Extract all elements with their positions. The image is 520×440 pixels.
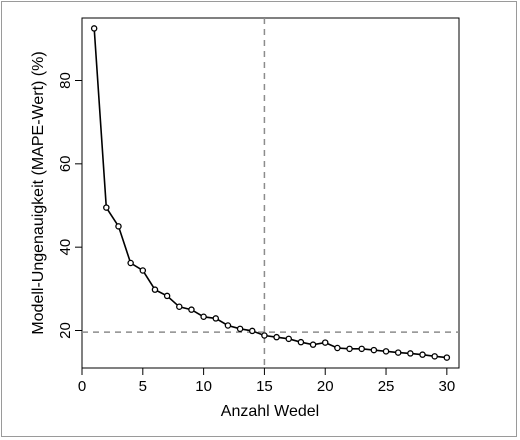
y-axis: 20 40 60 80 (57, 72, 82, 339)
x-tick-label: 5 (139, 378, 147, 395)
data-point (394, 349, 402, 356)
data-point (224, 322, 232, 329)
data-point (334, 344, 341, 352)
x-axis-title: Anzahl Wedel (221, 403, 319, 420)
data-point (163, 292, 171, 300)
data-point (382, 348, 390, 355)
data-point (249, 327, 256, 335)
data-point (261, 332, 268, 339)
data-point (103, 204, 110, 211)
data-point (212, 315, 220, 322)
x-tick-label: 15 (256, 378, 273, 395)
data-point (151, 286, 159, 293)
data-point (273, 333, 280, 341)
data-point (297, 338, 305, 346)
x-tick-label: 25 (378, 378, 395, 395)
data-point (236, 325, 244, 333)
x-axis: 0 5 10 15 20 25 30 (78, 368, 455, 395)
data-point (443, 354, 451, 361)
y-tick-label: 80 (57, 72, 74, 89)
y-tick-label: 20 (57, 322, 74, 339)
data-point (358, 345, 365, 353)
data-point (309, 341, 317, 348)
x-tick-label: 10 (195, 378, 212, 395)
y-axis-title: Modell-Ungenauigkeit (MAPE-Wert) (%) (30, 51, 47, 334)
x-tick-label: 30 (438, 378, 455, 395)
series-line (93, 28, 447, 359)
series-group (90, 25, 451, 361)
data-point (407, 350, 414, 357)
data-point (321, 339, 329, 346)
data-point (370, 346, 378, 354)
data-point (285, 335, 292, 343)
y-tick-label: 60 (57, 155, 74, 172)
data-point (139, 267, 147, 274)
data-point (419, 351, 426, 358)
data-point (200, 313, 207, 320)
data-point (90, 25, 98, 32)
data-point (115, 223, 122, 230)
data-point (346, 345, 353, 353)
data-point (431, 353, 438, 360)
x-tick-label: 0 (78, 378, 86, 395)
data-point (176, 303, 183, 310)
plot-box (81, 17, 460, 369)
y-tick-label: 40 (57, 239, 74, 256)
data-point (127, 259, 134, 267)
data-point (188, 306, 195, 313)
reference-lines (82, 18, 459, 368)
x-tick-label: 20 (317, 378, 334, 395)
